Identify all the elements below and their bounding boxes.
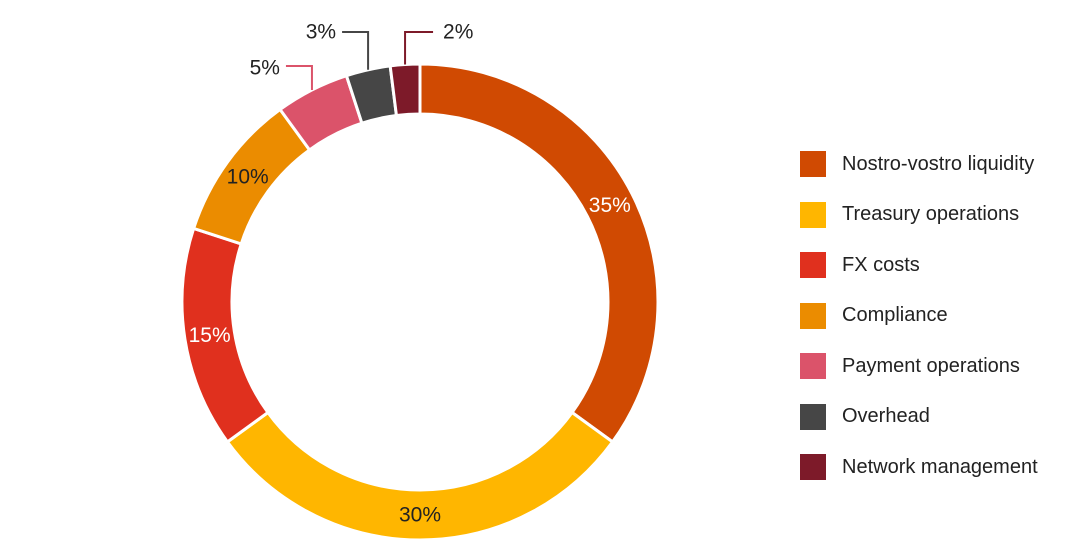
data-label-treasury-operations: 30% — [399, 504, 441, 527]
callout-line-payment-operations — [285, 65, 313, 90]
legend-swatch — [800, 454, 826, 481]
legend-swatch — [800, 353, 826, 380]
callout-line-overhead — [342, 31, 370, 70]
legend-swatch — [800, 201, 826, 228]
data-label-payment-operations: 5% — [250, 57, 280, 80]
legend-item-treasury-operations: Treasury operations — [800, 190, 1038, 241]
legend-item-overhead: Overhead — [800, 392, 1038, 443]
legend-swatch — [800, 403, 826, 430]
legend-item-payment-operations: Payment operations — [800, 341, 1038, 392]
slice-labels: 35% 30% 15% 10% 5% 3% 2% — [189, 21, 631, 527]
legend-swatch — [800, 302, 826, 329]
slice-nostro-vostro-liquidity — [418, 62, 660, 444]
legend-label: Nostro-vostro liquidity — [842, 152, 1035, 175]
legend-swatch — [800, 151, 826, 178]
legend-label: Compliance — [842, 304, 948, 327]
legend-swatch — [800, 252, 826, 279]
slice-network-management — [388, 62, 422, 118]
legend-item-network-management: Network management — [800, 442, 1038, 493]
data-label-overhead: 3% — [306, 21, 336, 44]
callout-lines — [285, 31, 434, 90]
data-label-network-management: 2% — [443, 21, 473, 44]
data-label-compliance: 10% — [227, 165, 269, 188]
legend-label: Payment operations — [842, 354, 1020, 377]
legend-label: Network management — [842, 455, 1038, 478]
donut-slices — [180, 62, 660, 542]
data-label-nostro-vostro-liquidity: 35% — [589, 194, 631, 217]
data-label-fx-costs: 15% — [189, 324, 231, 347]
legend-label: FX costs — [842, 253, 920, 276]
legend-item-nostro-vostro-liquidity: Nostro-vostro liquidity — [800, 139, 1038, 190]
legend-item-fx-costs: FX costs — [800, 240, 1038, 291]
callout-line-network-management — [404, 31, 434, 65]
legend: Nostro-vostro liquidity Treasury operati… — [800, 139, 1038, 493]
legend-label: Treasury operations — [842, 203, 1020, 226]
legend-item-compliance: Compliance — [800, 291, 1038, 342]
legend-label: Overhead — [842, 405, 930, 428]
